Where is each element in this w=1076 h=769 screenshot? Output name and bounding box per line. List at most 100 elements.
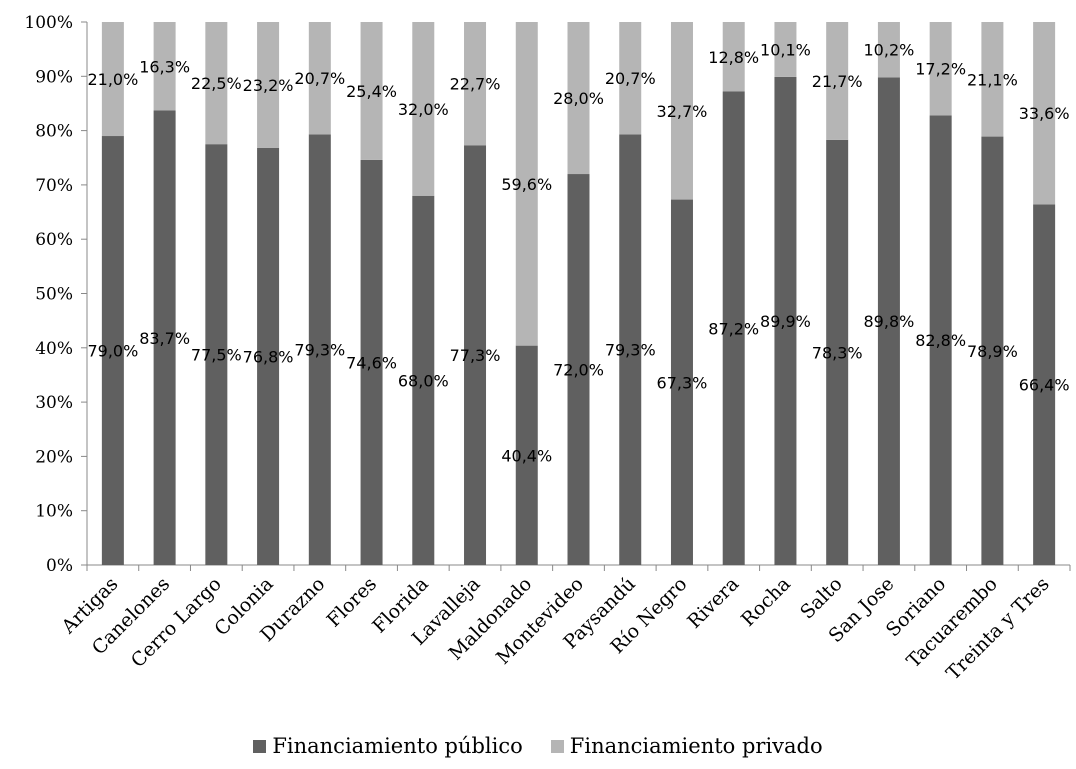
bars (101, 22, 1056, 566)
bar-public (1033, 204, 1056, 565)
bar-private (567, 22, 590, 175)
bar-public (464, 145, 487, 566)
y-tick-label: 40% (35, 339, 73, 359)
data-label-public: 76,8% (243, 347, 294, 366)
data-label-public: 83,7% (139, 329, 190, 348)
data-label-public: 89,8% (864, 312, 915, 331)
bar-public (567, 174, 590, 566)
data-label-public: 74,6% (346, 353, 397, 372)
legend-swatch-private (550, 739, 564, 753)
bar-private (981, 22, 1004, 137)
data-label-public: 40,4% (501, 446, 552, 465)
bar-private (205, 22, 228, 145)
data-label-private: 25,4% (346, 82, 397, 101)
data-label-private: 20,7% (294, 69, 345, 88)
bar-private (877, 22, 900, 78)
legend-item-public: Financiamiento público (253, 734, 523, 758)
y-tick-label: 90% (35, 67, 73, 87)
bar-private (257, 22, 280, 148)
legend-label-private: Financiamiento privado (569, 734, 823, 758)
y-tick-label: 60% (35, 230, 73, 250)
data-labels: 79,0% 21,0% 83,7% 16,3% 77,5% 22,5% 76,8% 23,2%… (87, 40, 1069, 465)
legend: Financiamiento público Financiamiento pr… (0, 734, 1076, 758)
bar-private (826, 22, 849, 140)
data-label-private: 20,7% (605, 69, 656, 88)
data-label-private: 33,6% (1019, 104, 1070, 123)
data-label-private: 28,0% (553, 89, 604, 108)
x-tick-label: Rocha (737, 573, 795, 631)
data-label-public: 77,3% (450, 346, 501, 365)
data-label-private: 32,0% (398, 100, 449, 119)
bar-public (101, 136, 124, 565)
data-label-private: 21,1% (967, 70, 1018, 89)
data-label-public: 72,0% (553, 361, 604, 380)
data-label-private: 21,0% (87, 70, 138, 89)
data-label-private: 12,8% (708, 48, 759, 67)
bar-private (722, 22, 745, 92)
data-label-public: 79,0% (87, 342, 138, 361)
bar-private (101, 22, 124, 137)
bar-private (153, 22, 176, 111)
bar-public (308, 134, 331, 565)
bar-private (1033, 22, 1056, 205)
y-tick-label: 100% (24, 13, 73, 33)
bar-public (774, 76, 797, 565)
data-label-public: 68,0% (398, 371, 449, 390)
bar-public (205, 144, 228, 566)
y-tick-label: 20% (35, 447, 73, 467)
bar-private (929, 22, 952, 116)
data-label-public: 77,5% (191, 346, 242, 365)
legend-item-private: Financiamiento privado (550, 734, 823, 758)
bar-public (515, 345, 538, 565)
bar-public (981, 136, 1004, 565)
y-tick-label: 80% (35, 122, 73, 142)
data-label-public: 87,2% (708, 319, 759, 338)
data-label-public: 78,9% (967, 342, 1018, 361)
bar-public (412, 195, 435, 565)
y-axis: 0% 10% 20% 30% 40% 50% 60% 70% 80% 90% 100% (24, 13, 88, 576)
bar-public (929, 115, 952, 566)
data-label-private: 22,5% (191, 74, 242, 93)
bar-public (619, 134, 642, 565)
data-label-public: 82,8% (915, 331, 966, 350)
bar-private (619, 22, 642, 135)
data-label-public: 66,4% (1019, 376, 1070, 395)
bar-private (308, 22, 331, 135)
legend-swatch-public (253, 739, 267, 753)
data-label-private: 23,2% (243, 76, 294, 95)
data-label-private: 32,7% (657, 102, 708, 121)
y-tick-label: 70% (35, 176, 73, 196)
bar-public (153, 110, 176, 565)
y-tick-label: 50% (35, 285, 73, 305)
stacked-bar-chart: 0% 10% 20% 30% 40% 50% 60% 70% 80% 90% 100% Artiga… (24, 13, 1071, 685)
bar-public (670, 199, 693, 565)
data-label-private: 10,1% (760, 40, 811, 59)
data-label-public: 78,3% (812, 343, 863, 362)
data-label-private: 17,2% (915, 60, 966, 79)
legend-label-public: Financiamiento público (272, 734, 523, 758)
data-label-public: 79,3% (605, 341, 656, 360)
bar-private (670, 22, 693, 200)
data-label-private: 22,7% (450, 75, 501, 94)
bar-private (464, 22, 487, 146)
bar-private (774, 22, 797, 77)
data-label-private: 16,3% (139, 57, 190, 76)
data-label-public: 79,3% (294, 341, 345, 360)
bar-public (722, 91, 745, 565)
data-label-public: 89,9% (760, 312, 811, 331)
data-label-public: 67,3% (657, 373, 708, 392)
y-tick-label: 0% (46, 556, 73, 576)
bar-private (360, 22, 383, 160)
data-label-private: 10,2% (864, 41, 915, 60)
x-tick-label: Cerro Largo (127, 573, 226, 672)
x-tick-label: Rivera (683, 573, 743, 633)
bar-public (257, 147, 280, 565)
data-label-private: 59,6% (501, 175, 552, 194)
bar-public (826, 139, 849, 565)
y-tick-label: 30% (35, 393, 73, 413)
bar-private (515, 22, 538, 346)
bar-public (360, 159, 383, 565)
y-tick-label: 10% (35, 502, 73, 522)
data-label-private: 21,7% (812, 72, 863, 91)
